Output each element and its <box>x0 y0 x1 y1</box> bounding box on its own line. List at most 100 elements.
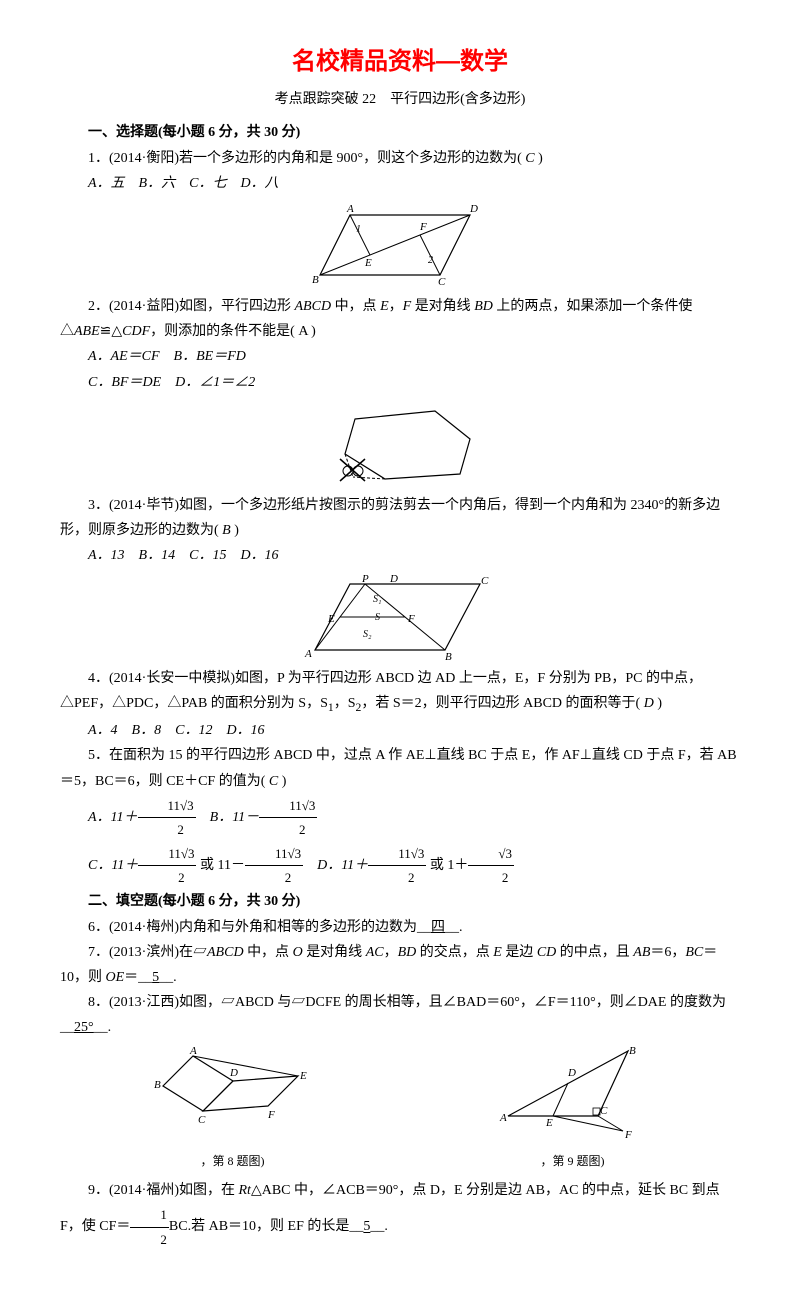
q2-optA: A．AE＝CF B．BE＝FD <box>60 344 740 369</box>
frac-den: 2 <box>245 866 303 889</box>
q9-i1: Rt <box>239 1183 251 1198</box>
q5-tail: ) <box>278 774 286 789</box>
q5: 5．在面积为 15 的平行四边形 ABCD 中，过点 A 作 AE⊥直线 BC … <box>60 743 740 793</box>
q2-i1: ABCD <box>295 299 332 314</box>
q2-m3: 是对角线 <box>411 299 474 314</box>
svg-text:E: E <box>545 1117 553 1129</box>
q7-p3: 是对角线 <box>303 945 366 960</box>
q7-i2: O <box>293 945 303 960</box>
q7-i1: ABCD <box>207 945 244 960</box>
q5-row2: C．11＋11√32 或 11－11√32 D．11＋11√32 或 1＋√32 <box>60 842 740 890</box>
q2-m2: ， <box>389 299 403 314</box>
q2-i3: F <box>403 299 412 314</box>
q1: 1．(2014·衡阳)若一个多边形的内角和是 900°，则这个多边形的边数为( … <box>60 146 740 171</box>
q2-i5: ABE <box>74 324 100 339</box>
q2-i6: CDF <box>122 324 150 339</box>
frac-num: 11√3 <box>245 842 303 866</box>
frac-den: 2 <box>138 818 196 841</box>
svg-text:E: E <box>299 1070 307 1082</box>
q4-diagram: D P C A B E F S₁ S S₂ <box>295 572 505 662</box>
svg-text:D: D <box>389 573 398 585</box>
q3-diagram <box>315 399 485 489</box>
svg-text:P: P <box>361 573 369 585</box>
q7-i8: BC <box>685 945 703 960</box>
q5-a: A．11＋ <box>88 810 138 825</box>
frac-icon: √32 <box>468 842 514 890</box>
q7-p2: 中，点 <box>244 945 293 960</box>
q7-p7: 的中点，且 <box>556 945 633 960</box>
svg-text:D: D <box>567 1067 576 1079</box>
q5-dm: 或 1＋ <box>426 858 468 873</box>
svg-text:S: S <box>375 612 380 623</box>
q7-p8: ＝6， <box>650 945 685 960</box>
frac-icon: 11√32 <box>368 842 426 890</box>
q2: 2．(2014·益阳)如图，平行四边形 ABCD 中，点 E，F 是对角线 BD… <box>60 294 740 344</box>
section-1-header: 一、选择题(每小题 6 分，共 30 分) <box>60 120 740 145</box>
svg-text:F: F <box>267 1109 275 1121</box>
frac-den: 2 <box>138 866 196 889</box>
q6-tail: __. <box>445 920 463 935</box>
q2-m6: ，则添加的条件不能是( A ) <box>150 324 316 339</box>
q2-m1: 中，点 <box>331 299 380 314</box>
svg-text:B: B <box>629 1046 636 1057</box>
frac-num: 11√3 <box>138 794 196 818</box>
q5-text: 5．在面积为 15 的平行四边形 ABCD 中，过点 A 作 AE⊥直线 BC … <box>60 748 737 788</box>
svg-text:B: B <box>312 274 319 286</box>
q7-i4: BD <box>398 945 417 960</box>
doc-title: 名校精品资料—数学 <box>60 40 740 83</box>
svg-text:S₁: S₁ <box>373 594 381 605</box>
q2-diagram: A D B C E F 1 2 <box>300 200 500 290</box>
svg-text:F: F <box>419 221 427 233</box>
q3-opts: A．13 B．14 C．15 D．16 <box>60 543 740 568</box>
frac-den: 2 <box>368 866 426 889</box>
q2-optC: C．BF＝DE D．∠1＝∠2 <box>60 370 740 395</box>
caption8: ，第 8 题图) <box>148 1151 318 1173</box>
q2-i2: E <box>380 299 389 314</box>
q7-p10: ＝__ <box>124 970 152 985</box>
svg-text:C: C <box>600 1105 608 1117</box>
q6: 6．(2014·梅州)内角和与外角和相等的多边形的边数为__四__. <box>60 915 740 940</box>
q8: 8．(2013·江西)如图，▱ABCD 与▱DCFE 的周长相等，且∠BAD＝6… <box>60 990 740 1040</box>
q5-c: C．11＋ <box>88 858 138 873</box>
q2-m5: ≌△ <box>100 324 123 339</box>
svg-text:E: E <box>364 257 372 269</box>
q3-ans: B <box>222 523 231 538</box>
frac-den: 2 <box>468 866 514 889</box>
q7-i5: E <box>493 945 502 960</box>
q4-t2: ，S <box>334 696 356 711</box>
q7-i9: OE <box>106 970 125 985</box>
frac-den: 2 <box>259 818 317 841</box>
q7-p1: 7．(2013·滨州)在▱ <box>88 945 207 960</box>
q4-tail: ) <box>654 696 662 711</box>
q8-text: 8．(2013·江西)如图，▱ABCD 与▱DCFE 的周长相等，且∠BAD＝6… <box>60 995 726 1035</box>
q9-t3: BC.若 AB＝10，则 EF 的长是__ <box>169 1220 363 1235</box>
svg-text:1: 1 <box>356 224 361 235</box>
q2-i4: BD <box>474 299 493 314</box>
q4-t3: ，若 S＝2，则平行四边形 ABCD 的面积等于( <box>361 696 643 711</box>
svg-text:C: C <box>481 575 489 587</box>
q7-p6: 是边 <box>502 945 537 960</box>
svg-text:C: C <box>198 1114 206 1126</box>
q7: 7．(2013·滨州)在▱ABCD 中，点 O 是对角线 AC，BD 的交点，点… <box>60 940 740 990</box>
q3-tail: ) <box>231 523 239 538</box>
q7-i3: AC <box>366 945 384 960</box>
svg-text:A: A <box>499 1112 507 1124</box>
q2-lead: 2．(2014·益阳)如图，平行四边形 <box>88 299 295 314</box>
svg-text:2: 2 <box>428 255 433 266</box>
q1-opts: A．五 B．六 C．七 D．八 <box>60 171 740 196</box>
svg-text:A: A <box>189 1046 197 1057</box>
svg-text:A: A <box>346 203 354 215</box>
q9-fig: A B C D E F ，第 9 题图) <box>493 1046 653 1172</box>
frac-icon: 11√32 <box>138 842 196 890</box>
q5-b: B．11－ <box>196 810 260 825</box>
frac-icon: 11√32 <box>259 794 317 842</box>
frac-num: 11√3 <box>259 794 317 818</box>
svg-text:B: B <box>445 651 452 662</box>
q5-d: D．11＋ <box>303 858 368 873</box>
frac-num: 1 <box>130 1203 169 1227</box>
frac-num: 11√3 <box>368 842 426 866</box>
q8-tail: __. <box>94 1020 112 1035</box>
svg-text:F: F <box>407 613 415 625</box>
q7-p5: 的交点，点 <box>416 945 493 960</box>
q5-row1: A．11＋11√32 B．11－11√32 <box>60 794 740 842</box>
